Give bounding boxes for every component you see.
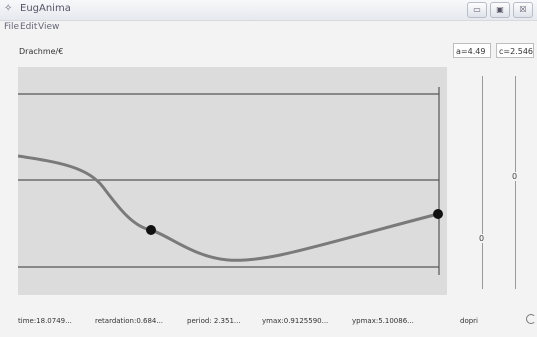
menu-view[interactable]: View bbox=[38, 22, 60, 32]
param-a-slider-track[interactable] bbox=[482, 76, 483, 289]
minimize-button[interactable]: ▭ bbox=[467, 2, 487, 18]
window-title: EugAnima bbox=[20, 3, 71, 14]
maximize-button[interactable]: ▣ bbox=[490, 2, 510, 18]
param-a-slider-value: 0 bbox=[479, 234, 485, 243]
window-controls: ▭ ▣ ☒ bbox=[467, 2, 533, 18]
animation-svg bbox=[18, 87, 443, 275]
solver-label: dopri bbox=[460, 317, 478, 325]
title-bar: ✧ EugAnima ▭ ▣ ☒ bbox=[0, 0, 537, 21]
trajectory-curve bbox=[18, 154, 439, 262]
busy-spinner-icon bbox=[526, 314, 536, 324]
status-period: period: 2.351... bbox=[187, 317, 241, 325]
status-ymax: ymax:0.9125590... bbox=[262, 317, 329, 325]
param-c-slider[interactable]: 0 bbox=[511, 76, 520, 289]
status-ypmax: ypmax:5.10086... bbox=[352, 317, 414, 325]
param-c-slider-track[interactable] bbox=[515, 76, 516, 289]
status-time: time:18.0749... bbox=[18, 317, 72, 325]
menu-file[interactable]: File bbox=[4, 22, 20, 32]
moving-point-left[interactable] bbox=[146, 225, 156, 235]
status-retardation: retardation:0.684... bbox=[95, 317, 164, 325]
close-button[interactable]: ☒ bbox=[513, 2, 533, 18]
menu-bar: File Edit View bbox=[0, 20, 537, 36]
param-a-field[interactable]: a=4.49 bbox=[453, 43, 491, 58]
animation-canvas bbox=[18, 67, 447, 295]
app-icon: ✧ bbox=[4, 3, 13, 14]
param-a-slider[interactable]: 0 bbox=[478, 76, 487, 289]
menu-edit[interactable]: Edit bbox=[20, 22, 38, 32]
param-c-field[interactable]: c=2.546 bbox=[496, 43, 534, 58]
currency-label: Drachme/€ bbox=[19, 47, 64, 56]
moving-point-right[interactable] bbox=[433, 209, 443, 219]
param-c-slider-value: 0 bbox=[512, 172, 518, 181]
